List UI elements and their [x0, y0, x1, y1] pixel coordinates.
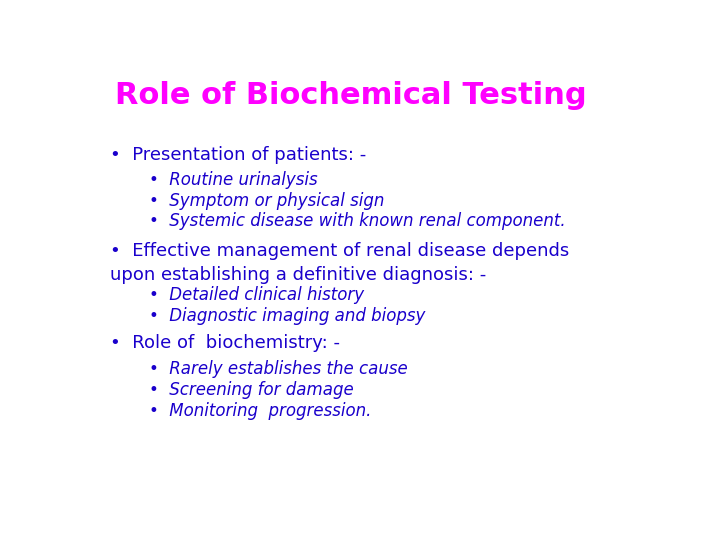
Text: •  Systemic disease with known renal component.: • Systemic disease with known renal comp… [148, 212, 565, 231]
Text: •  Presentation of patients: -: • Presentation of patients: - [109, 146, 366, 164]
Text: Role of Biochemical Testing: Role of Biochemical Testing [115, 82, 587, 111]
Text: •  Role of  biochemistry: -: • Role of biochemistry: - [109, 334, 340, 352]
Text: •  Screening for damage: • Screening for damage [148, 381, 354, 399]
Text: •  Rarely establishes the cause: • Rarely establishes the cause [148, 360, 408, 378]
Text: •  Routine urinalysis: • Routine urinalysis [148, 171, 318, 189]
Text: •  Monitoring  progression.: • Monitoring progression. [148, 402, 371, 420]
Text: •  Diagnostic imaging and biopsy: • Diagnostic imaging and biopsy [148, 307, 425, 325]
Text: •  Symptom or physical sign: • Symptom or physical sign [148, 192, 384, 210]
Text: •  Effective management of renal disease depends
upon establishing a definitive : • Effective management of renal disease … [109, 241, 569, 284]
Text: •  Detailed clinical history: • Detailed clinical history [148, 286, 364, 304]
